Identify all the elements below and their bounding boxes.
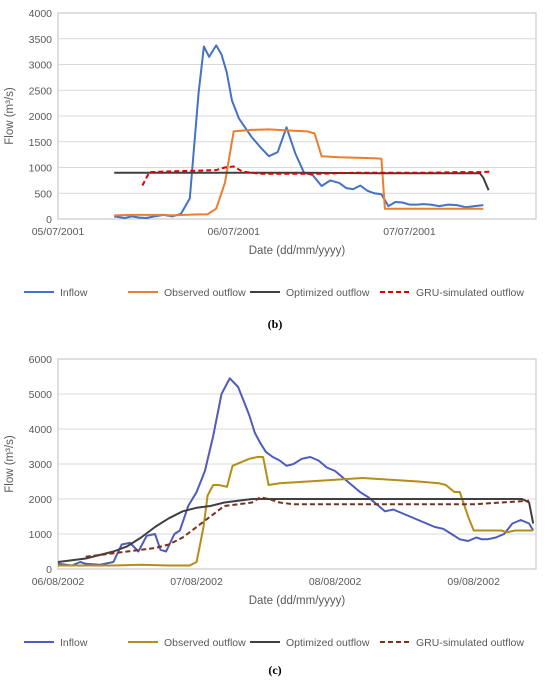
flow-chart-b: 0 500 1000 1500 2000 2500 3000 3500 4000 05/07/20… — [4, 8, 537, 331]
y-tick-label: 0 — [46, 214, 52, 226]
y-tick-label: 2500 — [29, 85, 53, 97]
y-tick-label: 2000 — [29, 111, 53, 123]
y-tick-label: 0 — [46, 564, 52, 576]
x-tick-label: 08/08/2002 — [309, 576, 362, 588]
x-tick-label: 07/07/2001 — [383, 226, 436, 238]
series-line-optimized-outflow — [57, 498, 535, 563]
legend-label: Inflow — [60, 287, 88, 299]
y-tick-label: 500 — [34, 188, 52, 200]
legend-label: Inflow — [60, 637, 88, 649]
y-axis-title: Flow (m³/s) — [4, 87, 16, 145]
y-tick-label: 2000 — [29, 494, 53, 506]
x-tick-label: 05/07/2001 — [32, 226, 85, 238]
series-line-observed-outflow — [58, 456, 534, 567]
legend-label: Optimized outflow — [286, 287, 370, 299]
y-tick-label: 1000 — [29, 529, 53, 541]
series-line-inflow — [57, 377, 535, 567]
legend-label: GRU-simulated outflow — [416, 637, 524, 649]
x-tick-label: 06/08/2002 — [32, 576, 85, 588]
y-tick-label: 5000 — [29, 389, 53, 401]
x-tick-label: 07/08/2002 — [170, 576, 223, 588]
y-tick-label: 6000 — [29, 354, 53, 366]
panel-caption: (b) — [268, 317, 283, 331]
legend: Inflow Observed outflow Optimized outflow G… — [24, 287, 524, 299]
x-tick-label: 09/08/2002 — [447, 576, 500, 588]
legend-label: Observed outflow — [164, 637, 246, 649]
y-tick-label: 1000 — [29, 163, 53, 175]
y-tick-label: 3000 — [29, 60, 53, 72]
y-axis-title: Flow (m³/s) — [4, 435, 16, 493]
y-tick-label: 3500 — [29, 34, 53, 46]
panel-caption: (c) — [268, 663, 281, 677]
y-tick-label: 3000 — [29, 459, 53, 471]
legend-label: Observed outflow — [164, 287, 246, 299]
x-tick-label: 06/07/2001 — [207, 226, 260, 238]
legend-label: Optimized outflow — [286, 637, 370, 649]
y-tick-label: 1500 — [29, 137, 53, 149]
legend-label: GRU-simulated outflow — [416, 287, 524, 299]
series-line-observed-outflow — [114, 128, 484, 217]
y-tick-label: 4000 — [29, 8, 53, 20]
y-tick-label: 4000 — [29, 424, 53, 436]
x-axis-title: Date (dd/mm/yyyy) — [249, 245, 346, 257]
chart-panel-c: 0 1000 2000 3000 4000 5000 6000 06/08/2002 07/08… — [0, 342, 550, 684]
series-line-gru-simulated-outflow — [85, 496, 530, 558]
flow-chart-c: 0 1000 2000 3000 4000 5000 6000 06/08/2002 07/08… — [4, 354, 537, 677]
series-line-gru-simulated-outflow — [141, 165, 491, 186]
series-line-inflow — [114, 44, 484, 219]
legend: Inflow Observed outflow Optimized outflow G… — [24, 637, 524, 649]
x-axis-title: Date (dd/mm/yyyy) — [249, 595, 346, 607]
chart-panel-b: 0 500 1000 1500 2000 2500 3000 3500 4000 05/07/20… — [0, 0, 550, 340]
